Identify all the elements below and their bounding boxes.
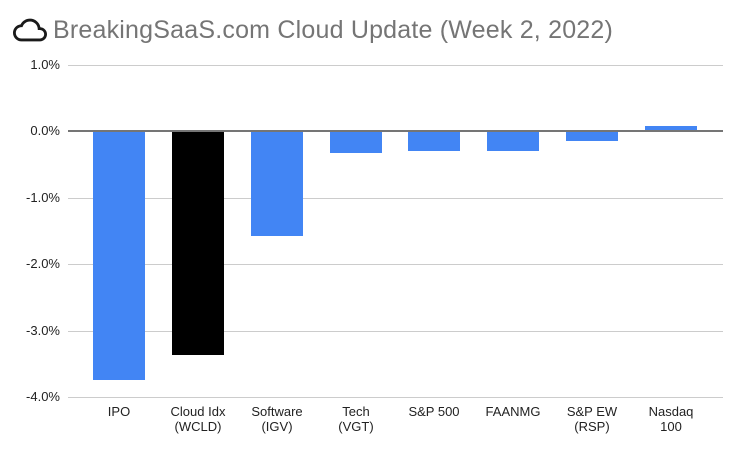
x-tick-label-s-p-500: S&P 500 [388, 404, 480, 419]
y-tick-label: -1.0% [26, 190, 60, 205]
x-tick-label-line: 100 [660, 419, 682, 434]
y-tick-label: 0.0% [30, 123, 60, 138]
x-tick-label-s-p-ew-rsp: S&P EW (RSP) [546, 404, 638, 434]
gridline [68, 65, 723, 66]
x-tick-label-software-igv: Software (IGV) [231, 404, 323, 434]
x-tick-label-cloud-idx-wcld: Cloud Idx (WCLD) [152, 404, 244, 434]
x-tick-label-line: (RSP) [574, 419, 610, 434]
x-tick-label-faanmg: FAANMG [467, 404, 559, 419]
y-tick-label: -4.0% [26, 389, 60, 404]
cloud-icon [11, 13, 49, 47]
gridline [68, 198, 723, 199]
x-tick-label-nasdaq-100: Nasdaq 100 [625, 404, 717, 434]
x-tick-label-line: FAANMG [485, 404, 541, 419]
x-tick-label-line: S&P 500 [408, 404, 460, 419]
gridline [68, 264, 723, 265]
y-tick-label: -3.0% [26, 323, 60, 338]
x-tick-label-line: Software [251, 404, 303, 419]
x-tick-label-line: (WCLD) [174, 419, 222, 434]
bar-s-p-ew-rsp[interactable] [566, 132, 618, 141]
x-tick-label-line: Tech [342, 404, 370, 419]
chart-header: BreakingSaaS.com Cloud Update (Week 2, 2… [11, 13, 613, 47]
x-tick-label-tech-vgt: Tech (VGT) [310, 404, 402, 434]
gridline [68, 331, 723, 332]
bar-s-p-500[interactable] [408, 132, 460, 151]
x-tick-label-line: IPO [107, 404, 131, 419]
x-tick-label-ipo: IPO [73, 404, 165, 419]
x-tick-label-line: S&P EW [566, 404, 618, 419]
chart-title: BreakingSaaS.com Cloud Update (Week 2, 2… [53, 15, 614, 44]
bar-tech-vgt[interactable] [330, 132, 382, 153]
x-tick-label-line: Cloud Idx [170, 404, 226, 419]
x-tick-label-line: (VGT) [338, 419, 374, 434]
bar-cloud-idx-wcld[interactable] [172, 132, 224, 355]
zero-axis-line [68, 130, 723, 132]
bar-nasdaq-100[interactable] [645, 126, 697, 130]
y-tick-label: 1.0% [30, 57, 60, 72]
bar-ipo[interactable] [93, 132, 145, 380]
y-tick-label: -2.0% [26, 256, 60, 271]
bar-faanmg[interactable] [487, 132, 539, 151]
gridline [68, 397, 723, 398]
x-tick-label-line: (IGV) [261, 419, 293, 434]
x-tick-label-line: Nasdaq [648, 404, 694, 419]
bar-software-igv[interactable] [251, 132, 303, 236]
